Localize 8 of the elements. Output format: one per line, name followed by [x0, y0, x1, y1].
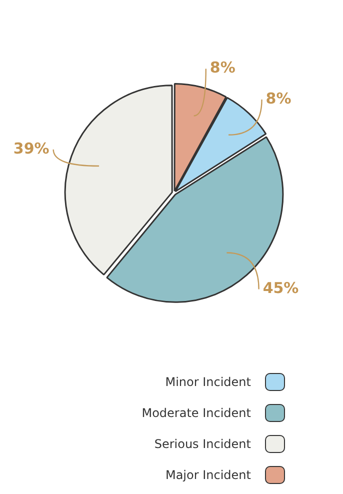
legend-label: Serious Incident [154, 436, 251, 450]
legend-label: Minor Incident [165, 374, 251, 388]
legend-label: Major Incident [165, 468, 251, 482]
data-label: 8% [210, 58, 236, 77]
data-label: 8% [266, 89, 292, 108]
data-label: 39% [13, 139, 50, 158]
legend-label: Moderate Incident [142, 406, 251, 420]
data-label: 45% [262, 279, 299, 298]
